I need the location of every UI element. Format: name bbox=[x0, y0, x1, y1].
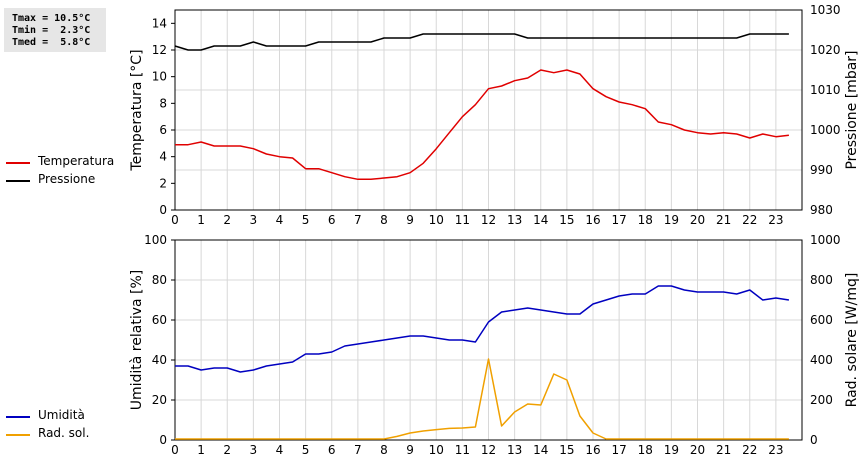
legend-swatch-umidita bbox=[6, 416, 30, 418]
stats-box: Tmax = 10.5°C Tmin = 2.3°C Tmed = 5.8°C bbox=[4, 8, 106, 52]
chart2-x-tick-label: 18 bbox=[638, 443, 653, 457]
chart2-x-tick-label: 6 bbox=[328, 443, 336, 457]
chart2-frame bbox=[174, 239, 803, 441]
chart2-y2-tick-label: 800 bbox=[810, 273, 833, 287]
chart1-x-tick-label: 6 bbox=[328, 213, 336, 227]
chart2-x-tick-label: 17 bbox=[611, 443, 626, 457]
chart1-x-tick-label: 21 bbox=[716, 213, 731, 227]
chart2-y-tick-label: 100 bbox=[144, 233, 167, 247]
chart1-x-tick-label: 10 bbox=[429, 213, 444, 227]
chart1-y-axis-label: Temperatura [°C] bbox=[129, 49, 145, 171]
chart1-x-tick-label: 5 bbox=[302, 213, 310, 227]
chart1-y-tick-label: 10 bbox=[152, 70, 167, 84]
legend-label-rad-sol: Rad. sol. bbox=[38, 426, 90, 440]
chart1-x-tick-label: 4 bbox=[276, 213, 284, 227]
chart1-y-tick-label: 2 bbox=[159, 176, 167, 190]
chart1-x-tick-label: 17 bbox=[611, 213, 626, 227]
chart1-y2-tick-label: 1030 bbox=[810, 3, 841, 17]
chart1-x-tick-label: 3 bbox=[250, 213, 258, 227]
chart2-y-tick-label: 80 bbox=[152, 273, 167, 287]
chart2-x-tick-label: 5 bbox=[302, 443, 310, 457]
chart2-x-tick-label: 11 bbox=[455, 443, 470, 457]
chart1-x-tick-label: 11 bbox=[455, 213, 470, 227]
chart2-y-tick-label: 0 bbox=[159, 433, 167, 447]
chart2-y-axis-label: Umidità relativa [%] bbox=[129, 270, 145, 411]
chart2-x-tick-label: 13 bbox=[507, 443, 522, 457]
chart1-x-tick-label: 16 bbox=[585, 213, 600, 227]
chart1-y-tick-label: 6 bbox=[159, 123, 167, 137]
chart2-x-tick-label: 2 bbox=[223, 443, 231, 457]
chart1-y-tick-label: 8 bbox=[159, 96, 167, 110]
chart1-x-tick-label: 14 bbox=[533, 213, 548, 227]
chart1-x-tick-label: 8 bbox=[380, 213, 388, 227]
chart2-y2-tick-label: 200 bbox=[810, 393, 833, 407]
legend-swatch-temperatura bbox=[6, 162, 30, 164]
chart2-x-tick-label: 1 bbox=[197, 443, 205, 457]
stat-tmax: Tmax = 10.5°C bbox=[12, 13, 91, 24]
chart2-x-tick-label: 7 bbox=[354, 443, 362, 457]
chart2-x-tick-label: 0 bbox=[171, 443, 179, 457]
legend-label-umidita: Umidità bbox=[38, 408, 85, 422]
chart1-x-tick-label: 12 bbox=[481, 213, 496, 227]
chart1-x-tick-label: 22 bbox=[742, 213, 757, 227]
chart2-x-tick-label: 21 bbox=[716, 443, 731, 457]
chart1-y2-tick-label: 1020 bbox=[810, 43, 841, 57]
legend-swatch-pressione bbox=[6, 180, 30, 182]
chart2-x-tick-label: 10 bbox=[429, 443, 444, 457]
stat-tmed: Tmed = 5.8°C bbox=[12, 37, 91, 48]
legend-label-pressione: Pressione bbox=[38, 172, 96, 186]
chart1-y-tick-label: 4 bbox=[159, 150, 167, 164]
chart1-x-tick-label: 19 bbox=[664, 213, 679, 227]
chart1-series-pressione-line bbox=[174, 33, 789, 51]
chart2-series-umidita-line bbox=[175, 285, 790, 373]
chart1-y2-tick-label: 990 bbox=[810, 163, 833, 177]
chart2-x-tick-label: 14 bbox=[533, 443, 548, 457]
chart1-y2-axis-label: Pressione [mbar] bbox=[844, 50, 860, 169]
chart2-x-tick-label: 3 bbox=[250, 443, 258, 457]
chart2-x-tick-label: 20 bbox=[690, 443, 705, 457]
chart1-y-tick-label: 0 bbox=[159, 203, 167, 217]
chart1-x-tick-label: 0 bbox=[171, 213, 179, 227]
chart2-x-tick-label: 8 bbox=[380, 443, 388, 457]
chart1-x-tick-label: 9 bbox=[406, 213, 414, 227]
stat-tmin: Tmin = 2.3°C bbox=[12, 25, 91, 36]
chart2-x-tick-label: 23 bbox=[768, 443, 783, 457]
legend-swatch-rad-sol bbox=[6, 434, 30, 436]
chart2-y-tick-label: 20 bbox=[152, 393, 167, 407]
chart1-y-tick-label: 14 bbox=[152, 16, 167, 30]
chart2-x-tick-label: 22 bbox=[742, 443, 757, 457]
chart1-x-tick-label: 13 bbox=[507, 213, 522, 227]
legend-label-temperatura: Temperatura bbox=[38, 154, 115, 168]
chart2-x-tick-label: 16 bbox=[585, 443, 600, 457]
chart1-y2-tick-label: 1010 bbox=[810, 83, 841, 97]
chart2-y2-tick-label: 0 bbox=[810, 433, 818, 447]
chart1-x-tick-label: 18 bbox=[638, 213, 653, 227]
chart2-y2-tick-label: 600 bbox=[810, 313, 833, 327]
chart2-x-tick-label: 19 bbox=[664, 443, 679, 457]
chart2-x-tick-label: 9 bbox=[406, 443, 414, 457]
chart1-x-tick-label: 23 bbox=[768, 213, 783, 227]
chart2-y2-tick-label: 1000 bbox=[810, 233, 841, 247]
chart2-y2-axis-label: Rad. solare [W/mq] bbox=[844, 273, 860, 408]
chart1-x-tick-label: 15 bbox=[559, 213, 574, 227]
chart1-series-temperatura-line bbox=[175, 69, 789, 181]
chart2-y2-tick-label: 400 bbox=[810, 353, 833, 367]
chart2-series-rad-sol-line bbox=[175, 358, 789, 440]
chart2-x-tick-label: 15 bbox=[559, 443, 574, 457]
chart1-y-tick-label: 12 bbox=[152, 43, 167, 57]
chart2-y-tick-label: 60 bbox=[152, 313, 167, 327]
chart1-y2-tick-label: 1000 bbox=[810, 123, 841, 137]
chart1-x-tick-label: 20 bbox=[690, 213, 705, 227]
chart1-frame bbox=[174, 9, 803, 211]
chart2-x-tick-label: 4 bbox=[276, 443, 284, 457]
chart1-y2-tick-label: 980 bbox=[810, 203, 833, 217]
chart1-x-tick-label: 7 bbox=[354, 213, 362, 227]
chart2-x-tick-label: 12 bbox=[481, 443, 496, 457]
chart1-x-tick-label: 2 bbox=[223, 213, 231, 227]
chart1-x-tick-label: 1 bbox=[197, 213, 205, 227]
chart2-y-tick-label: 40 bbox=[152, 353, 167, 367]
